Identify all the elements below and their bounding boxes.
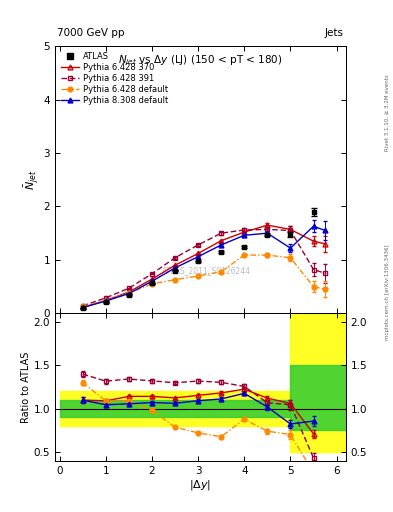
Text: Jets: Jets <box>325 28 344 38</box>
Legend: ATLAS, Pythia 6.428 370, Pythia 6.428 391, Pythia 6.428 default, Pythia 8.308 de: ATLAS, Pythia 6.428 370, Pythia 6.428 39… <box>59 50 169 107</box>
Y-axis label: Ratio to ATLAS: Ratio to ATLAS <box>21 351 31 423</box>
X-axis label: $|\Delta y|$: $|\Delta y|$ <box>189 478 211 493</box>
Text: $N_{jet}$ vs $\Delta y$ (LJ) (150 < pT < 180): $N_{jet}$ vs $\Delta y$ (LJ) (150 < pT <… <box>118 54 283 69</box>
Text: mcplots.cern.ch [arXiv:1306.3436]: mcplots.cern.ch [arXiv:1306.3436] <box>385 244 390 339</box>
Y-axis label: $\bar{N}_{jet}$: $\bar{N}_{jet}$ <box>22 169 41 190</box>
Text: Rivet 3.1.10, ≥ 3.2M events: Rivet 3.1.10, ≥ 3.2M events <box>385 74 390 151</box>
Text: ATLAS_2011_S9126244: ATLAS_2011_S9126244 <box>162 266 251 275</box>
Text: 7000 GeV pp: 7000 GeV pp <box>57 28 125 38</box>
